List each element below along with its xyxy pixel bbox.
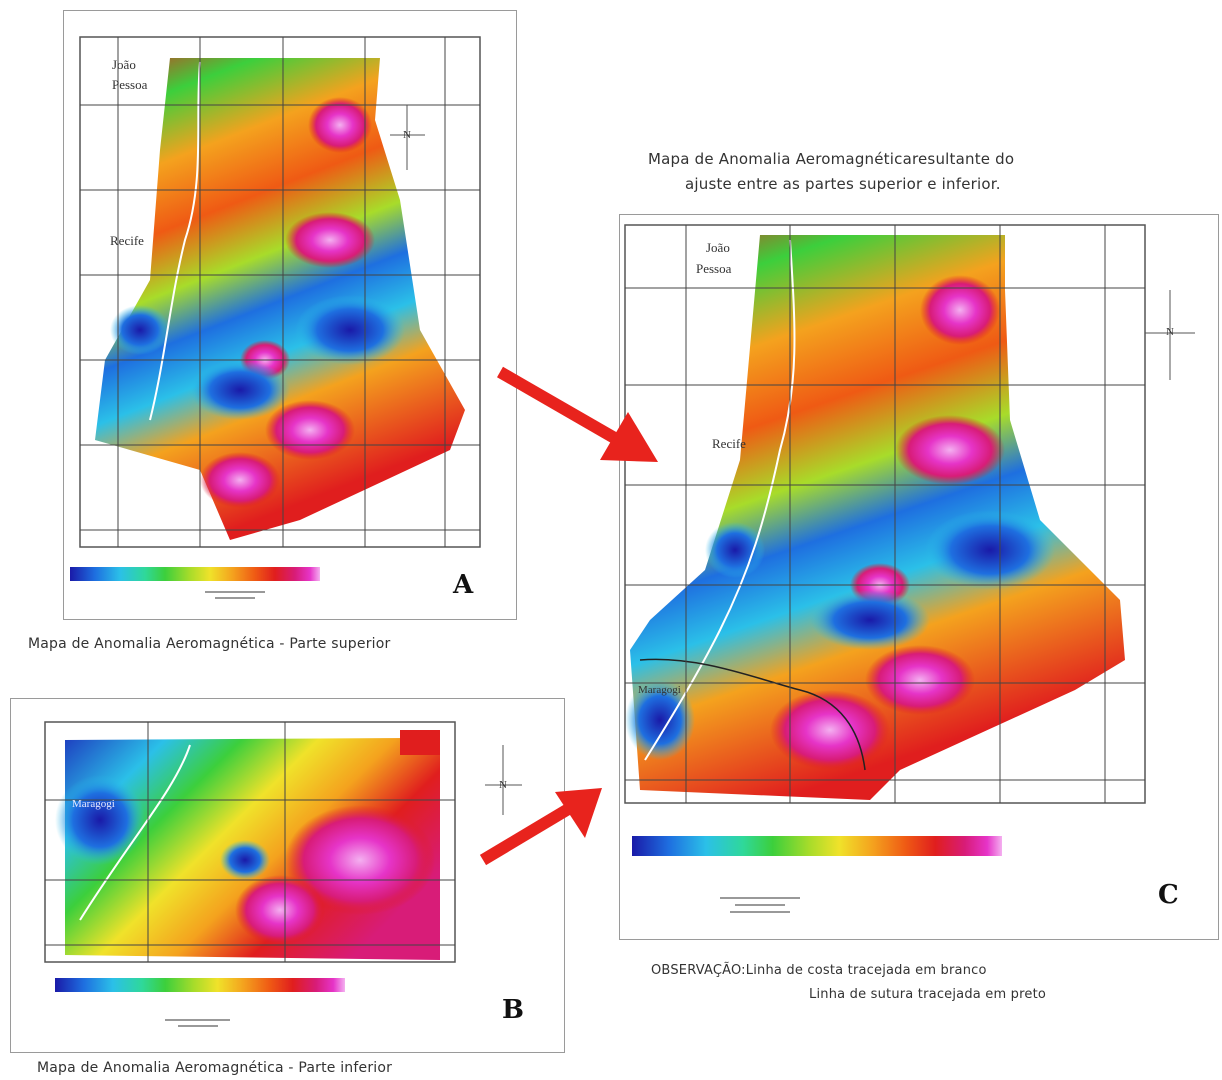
caption-panel-a: Mapa de Anomalia Aeromagnética - Parte s… — [28, 636, 391, 652]
north-label-c: N — [1166, 326, 1174, 338]
observation-heading: OBSERVAÇÃO: — [651, 963, 746, 978]
city-label-joao: João — [706, 240, 730, 255]
city-label-maragogi: Maragogi — [638, 684, 681, 696]
city-label-maragogi: Maragogi — [72, 798, 115, 810]
north-arrow-icon — [390, 105, 425, 170]
north-label-a: N — [403, 129, 411, 141]
city-label-pessoa: Pessoa — [696, 261, 732, 276]
north-label-b: N — [499, 779, 507, 791]
caption-panel-b: Mapa de Anomalia Aeromagnética - Parte i… — [37, 1060, 393, 1076]
panel-b-letter: B — [502, 995, 524, 1025]
arrow-a-to-c — [497, 366, 658, 462]
north-arrow-icon — [1145, 290, 1195, 380]
north-arrow-icon — [485, 745, 522, 815]
observation-line1: Linha de costa tracejada em branco — [745, 963, 987, 978]
panel-a-letter: A — [453, 570, 474, 600]
city-label-recife: Recife — [110, 233, 144, 248]
panel-c-title-line2: ajuste entre as partes superior e inferi… — [685, 175, 1001, 193]
panel-c-map — [624, 224, 1195, 913]
city-label-pessoa: Pessoa — [112, 77, 148, 92]
panel-c-title-line1: Mapa de Anomalia Aeromagnéticaresultante… — [648, 150, 1015, 168]
colorbar-c — [632, 836, 1002, 856]
observation-label: OBSERVAÇÃO:Linha de costa tracejada em b… — [651, 963, 987, 978]
panel-b-map — [44, 721, 522, 1027]
city-label-joao: João — [112, 57, 136, 72]
colorbar-a — [70, 567, 320, 581]
observation-line2: Linha de sutura tracejada em preto — [809, 987, 1047, 1002]
panel-c-letter: C — [1158, 880, 1179, 910]
city-label-recife: Recife — [712, 436, 746, 451]
colorbar-b — [55, 978, 345, 992]
arrow-b-to-c — [479, 788, 602, 866]
panel-a-map — [70, 36, 481, 599]
